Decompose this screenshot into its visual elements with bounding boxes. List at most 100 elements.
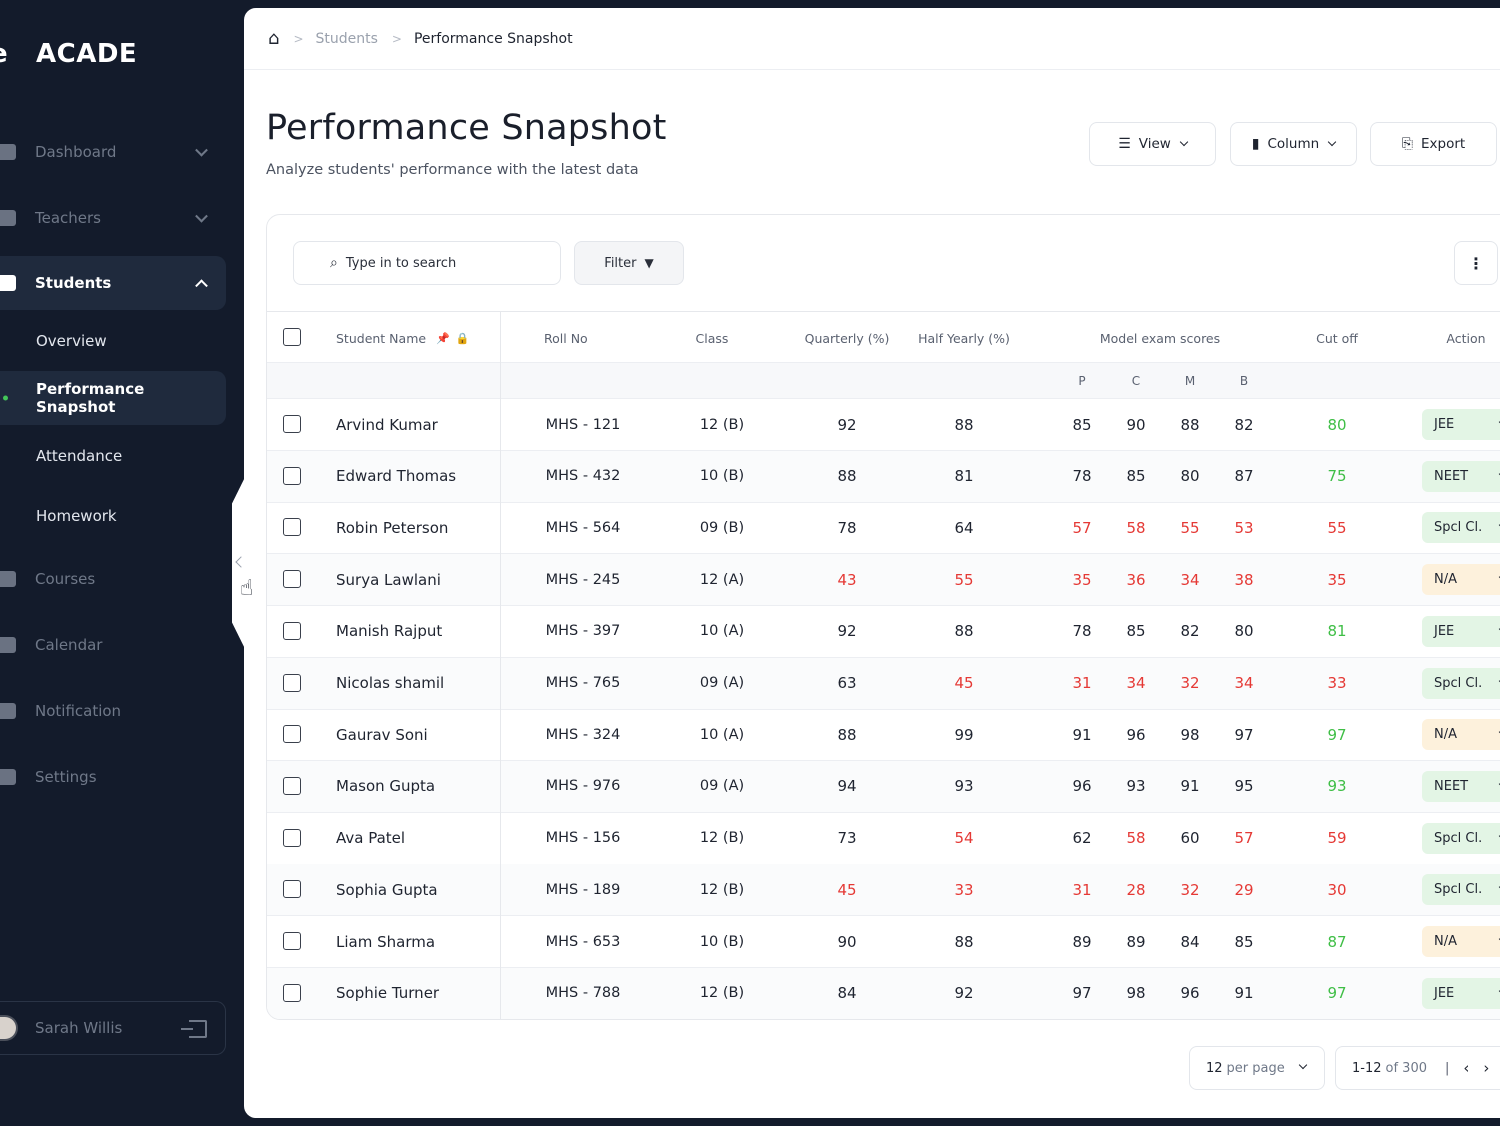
cell-name[interactable]: Mason Gupta: [336, 777, 436, 796]
row-checkbox[interactable]: [283, 880, 301, 899]
select-all-checkbox[interactable]: [283, 328, 301, 346]
header-roll-no[interactable]: Roll No: [544, 330, 588, 346]
cell-c: 93: [1126, 777, 1146, 796]
row-checkbox[interactable]: [283, 828, 301, 847]
header-cut-off[interactable]: Cut off: [1316, 330, 1358, 346]
cell-name[interactable]: Sophia Gupta: [336, 880, 438, 899]
chevron-down-icon: [1327, 137, 1337, 147]
search-input[interactable]: ⌕ Type in to search: [293, 241, 561, 285]
subnav-attendance[interactable]: Attendance: [36, 447, 123, 465]
cell-q: 73: [837, 829, 857, 848]
action-select[interactable]: NEET: [1422, 460, 1500, 492]
table-row[interactable]: Edward Thomas MHS - 432 10 (B) 88 81 78 85 80 87…: [267, 450, 1500, 503]
next-page-icon[interactable]: ›: [1483, 1059, 1490, 1077]
cell-name[interactable]: Gaurav Soni: [336, 725, 428, 744]
header-quarterly[interactable]: Quarterly (%): [804, 330, 890, 346]
cell-name[interactable]: Edward Thomas: [336, 467, 457, 486]
action-select[interactable]: N/A: [1422, 926, 1500, 957]
column-label: Column: [1267, 136, 1320, 152]
row-checkbox[interactable]: [283, 673, 301, 692]
subnav-homework[interactable]: Homework: [36, 507, 117, 525]
table-row[interactable]: Robin Peterson MHS - 564 09 (B) 78 64 57 58 55 5…: [267, 502, 1500, 555]
pagination: 1-12 of 300 | ‹ ›: [1335, 1046, 1500, 1090]
cell-c: 90: [1126, 415, 1146, 434]
pin-icon[interactable]: 📌: [436, 331, 450, 345]
view-button[interactable]: ☰ View: [1089, 122, 1216, 166]
action-select[interactable]: N/A: [1422, 719, 1500, 751]
header-student-name[interactable]: Student Name 📌 🔒: [336, 312, 469, 364]
row-checkbox[interactable]: [283, 932, 301, 950]
subnav-performance-snapshot[interactable]: Performance Snapshot: [0, 371, 226, 425]
row-checkbox[interactable]: [283, 725, 301, 744]
cell-name[interactable]: Sophie Turner: [336, 984, 440, 1003]
column-button[interactable]: ▮ Column: [1230, 122, 1357, 166]
table-row[interactable]: Sophia Gupta MHS - 189 12 (B) 45 33 31 28 32 29 3…: [267, 864, 1500, 917]
user-card[interactable]: Sarah Willis: [0, 1001, 226, 1055]
table-row[interactable]: Manish Rajput MHS - 397 10 (A) 92 88 78 85 82 80…: [267, 606, 1500, 658]
table-row[interactable]: Mason Gupta MHS - 976 09 (A) 94 93 96 93 91 95 93…: [267, 760, 1500, 813]
action-select[interactable]: N/A: [1422, 564, 1500, 596]
app-logo[interactable]: e ACADE: [0, 34, 137, 74]
nav-dashboard[interactable]: Dashboard: [0, 125, 226, 179]
per-page-select[interactable]: 12 per page: [1189, 1046, 1325, 1090]
cell-b: 34: [1234, 674, 1254, 692]
action-select[interactable]: JEE: [1422, 409, 1500, 440]
cell-name[interactable]: Liam Sharma: [336, 932, 436, 951]
home-icon[interactable]: ⌂: [268, 28, 280, 49]
row-checkbox[interactable]: [283, 415, 301, 433]
table-row[interactable]: Ava Patel MHS - 156 12 (B) 73 54 62 58 60 57 59 Sp…: [267, 813, 1500, 865]
action-select[interactable]: NEET: [1422, 770, 1500, 802]
row-checkbox[interactable]: [283, 621, 301, 640]
action-select[interactable]: Spcl Cl.: [1422, 512, 1500, 544]
logo-mark: e: [0, 44, 14, 64]
header-label: Student Name: [336, 330, 427, 346]
table-row[interactable]: Surya Lawlani MHS - 245 12 (A) 43 55 35 36 34 38…: [267, 554, 1500, 607]
action-label: N/A: [1434, 934, 1457, 949]
table-row[interactable]: Liam Sharma MHS - 653 10 (B) 90 88 89 89 84 85 87…: [267, 916, 1500, 968]
filter-button[interactable]: Filter ▼: [574, 241, 684, 285]
cell-name[interactable]: Manish Rajput: [336, 622, 443, 641]
nav-settings[interactable]: Settings: [0, 750, 226, 804]
row-checkbox[interactable]: [283, 466, 301, 485]
sidebar-collapse-handle[interactable]: [232, 478, 260, 648]
action-label: Spcl Cl.: [1434, 675, 1483, 691]
breadcrumb-students[interactable]: Students: [315, 30, 378, 47]
row-checkbox[interactable]: [283, 518, 301, 537]
cell-name[interactable]: Ava Patel: [336, 829, 406, 848]
action-select[interactable]: JEE: [1422, 615, 1500, 647]
action-select[interactable]: JEE: [1422, 977, 1500, 1009]
subnav-overview[interactable]: Overview: [36, 332, 107, 350]
cell-name[interactable]: Surya Lawlani: [336, 570, 441, 589]
cell-m: 84: [1180, 932, 1200, 951]
action-select[interactable]: Spcl Cl.: [1422, 667, 1500, 699]
row-checkbox[interactable]: [283, 570, 301, 589]
table-row[interactable]: Nicolas shamil MHS - 765 09 (A) 63 45 31 34 32 3…: [267, 657, 1500, 710]
cell-name[interactable]: Robin Peterson: [336, 518, 449, 537]
export-button[interactable]: ⎘ Export: [1370, 122, 1497, 166]
action-select[interactable]: Spcl Cl.: [1422, 874, 1500, 906]
cell-name[interactable]: Nicolas shamil: [336, 674, 445, 692]
action-select[interactable]: Spcl Cl.: [1422, 822, 1500, 854]
more-options-button[interactable]: ⋮: [1454, 241, 1498, 285]
nav-courses[interactable]: Courses: [0, 552, 226, 606]
header-class[interactable]: Class: [695, 330, 729, 346]
nav-notification[interactable]: Notification: [0, 684, 226, 738]
row-checkbox[interactable]: [283, 983, 301, 1002]
table-row[interactable]: Sophie Turner MHS - 788 12 (B) 84 92 97 98 96 91…: [267, 967, 1500, 1019]
nav-calendar[interactable]: Calendar: [0, 618, 226, 672]
header-model-exam[interactable]: Model exam scores: [1099, 330, 1221, 346]
nav-teachers[interactable]: Teachers: [0, 191, 226, 245]
logout-icon[interactable]: [181, 1020, 207, 1038]
row-checkbox[interactable]: [283, 776, 301, 795]
sidebar: e ACADE Dashboard Teachers Students Over…: [0, 0, 244, 1126]
per-page-suffix: per page: [1226, 1060, 1285, 1076]
header-half-yearly[interactable]: Half Yearly (%): [918, 330, 1010, 346]
table-row[interactable]: Gaurav Soni MHS - 324 10 (A) 88 99 91 96 98 97 97…: [267, 709, 1500, 762]
cell-m: 55: [1180, 518, 1200, 537]
nav-students[interactable]: Students: [0, 256, 226, 310]
cell-name[interactable]: Arvind Kumar: [336, 415, 438, 434]
cell-b: 82: [1234, 415, 1254, 434]
prev-page-icon[interactable]: ‹: [1463, 1059, 1470, 1077]
cell-cls: 10 (B): [699, 468, 745, 485]
table-row[interactable]: Arvind Kumar MHS - 121 12 (B) 92 88 85 90 88 82 8…: [267, 399, 1500, 451]
